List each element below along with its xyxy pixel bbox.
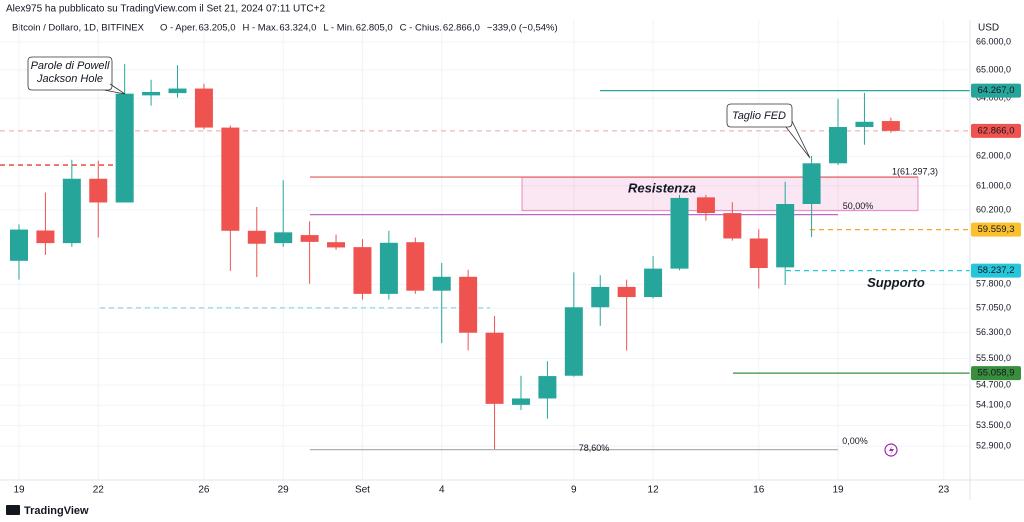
y-tick-label: 61.000,0 — [976, 180, 1011, 190]
price-label: 62.866,0 — [978, 125, 1015, 136]
annotation: 0,00% — [842, 436, 868, 446]
candle-body — [776, 203, 795, 268]
x-tick-label: 22 — [93, 485, 105, 496]
candle-body — [221, 127, 240, 231]
candle-body — [115, 93, 134, 203]
candle-body — [300, 235, 319, 242]
footer-brand: TradingView — [24, 505, 89, 517]
y-tick-label: 53.500,0 — [976, 420, 1011, 430]
x-tick-label: 9 — [571, 485, 577, 496]
x-tick-label: 19 — [832, 485, 844, 496]
change: −339,0 (−0,54%) — [487, 23, 558, 34]
candle-body — [829, 126, 848, 164]
price-label-box — [971, 263, 1021, 278]
candle-body — [247, 230, 266, 244]
candle-body — [644, 268, 663, 298]
y-tick-label: 65.000,0 — [976, 64, 1011, 74]
callout-text: Parole di Powell — [31, 60, 110, 72]
y-tick-label: 54.100,0 — [976, 400, 1011, 410]
candle-body — [696, 197, 715, 214]
ohlc-value: 62.866,0 — [443, 23, 480, 34]
currency: USD — [978, 23, 999, 34]
plot: Resistenza Supporto 1(61.297,3) 50,00% 78,60… — [0, 20, 970, 480]
y-tick-label: 54.700,0 — [976, 379, 1011, 389]
alert-icon[interactable] — [884, 443, 898, 457]
ohlc-label: C - Chius. — [400, 23, 442, 34]
candle-body — [274, 232, 293, 244]
candle-body — [459, 276, 478, 333]
y-tick-label: 52.900,0 — [976, 441, 1011, 451]
price-label-box — [971, 123, 1021, 138]
candle-body — [194, 88, 213, 128]
annotation: 1(61.297,3) — [892, 166, 938, 176]
x-tick-label: 12 — [648, 485, 660, 496]
price-label: 64.267,0 — [978, 85, 1015, 96]
annotation: Supporto — [867, 275, 925, 290]
y-tick-label: 57.800,0 — [976, 279, 1011, 289]
candle-body — [881, 121, 900, 131]
candle-body — [142, 91, 161, 96]
annotation: 50,00% — [843, 201, 874, 211]
candle-body — [353, 247, 372, 294]
candle-body — [617, 286, 636, 298]
candle-body — [327, 242, 346, 248]
y-tick-label: 55.500,0 — [976, 353, 1011, 363]
candle-body — [10, 229, 28, 261]
price-label: 55.058,9 — [978, 368, 1015, 379]
candle-body — [36, 230, 55, 244]
callout-bubble — [726, 103, 811, 159]
alert-icon-bolt — [889, 446, 894, 455]
ohlc-value: 63.324,0 — [279, 23, 316, 34]
price-label-box — [971, 366, 1021, 381]
x-tick-label: 29 — [278, 485, 290, 496]
byline: Alex975 ha pubblicato su TradingView.com… — [6, 4, 325, 15]
x-tick-label: Set — [355, 485, 370, 496]
candle-body — [379, 242, 398, 294]
candle-body — [511, 398, 530, 405]
candle-body — [406, 242, 425, 291]
price-label: 58.237,2 — [978, 265, 1015, 276]
candle-body — [670, 197, 689, 269]
callout-bubble — [27, 56, 126, 95]
x-tick-label: 4 — [439, 485, 445, 496]
x-tick-label: 19 — [13, 485, 25, 496]
ohlc-value: 62.805,0 — [356, 23, 393, 34]
candle-body — [723, 213, 742, 239]
price-label-box — [971, 222, 1021, 237]
logo — [6, 505, 20, 515]
candle-body — [62, 178, 81, 244]
callout-text: Taglio FED — [732, 110, 786, 122]
y-tick-label: 60.200,0 — [976, 204, 1011, 214]
candle-body — [855, 121, 874, 127]
candle-body — [564, 307, 583, 376]
price-label-box — [971, 83, 1021, 98]
y-tick-label: 66.000,0 — [976, 36, 1011, 46]
x-tick-label: 16 — [753, 485, 765, 496]
ohlc-label: O - Aper. — [160, 23, 198, 34]
ohlc-value: 63.205,0 — [199, 23, 236, 34]
y-tick-label: 56.300,0 — [976, 327, 1011, 337]
x-tick-label: 23 — [938, 485, 950, 496]
y-tick-label: 62.000,0 — [976, 151, 1011, 161]
callout-text: Jackson Hole — [36, 73, 103, 85]
candle-body — [591, 286, 610, 308]
price-label: 59.559,3 — [978, 224, 1015, 235]
candle-body — [432, 276, 451, 291]
y-tick-label: 57.050,0 — [976, 303, 1011, 313]
x-tick-label: 26 — [198, 485, 210, 496]
candle-body — [802, 163, 821, 204]
candle-body — [749, 238, 768, 269]
symbol: Bitcoin / Dollaro, 1D, BITFINEX — [12, 23, 145, 34]
candle-body — [538, 376, 557, 399]
candle-body — [89, 178, 108, 203]
candle-body — [168, 88, 187, 94]
zone-label: Resistenza — [628, 180, 696, 195]
candle-body — [485, 332, 504, 404]
ohlc-label: H - Max. — [242, 23, 278, 34]
annotation: 78,60% — [579, 443, 610, 453]
ohlc-label: L - Min. — [323, 23, 354, 34]
